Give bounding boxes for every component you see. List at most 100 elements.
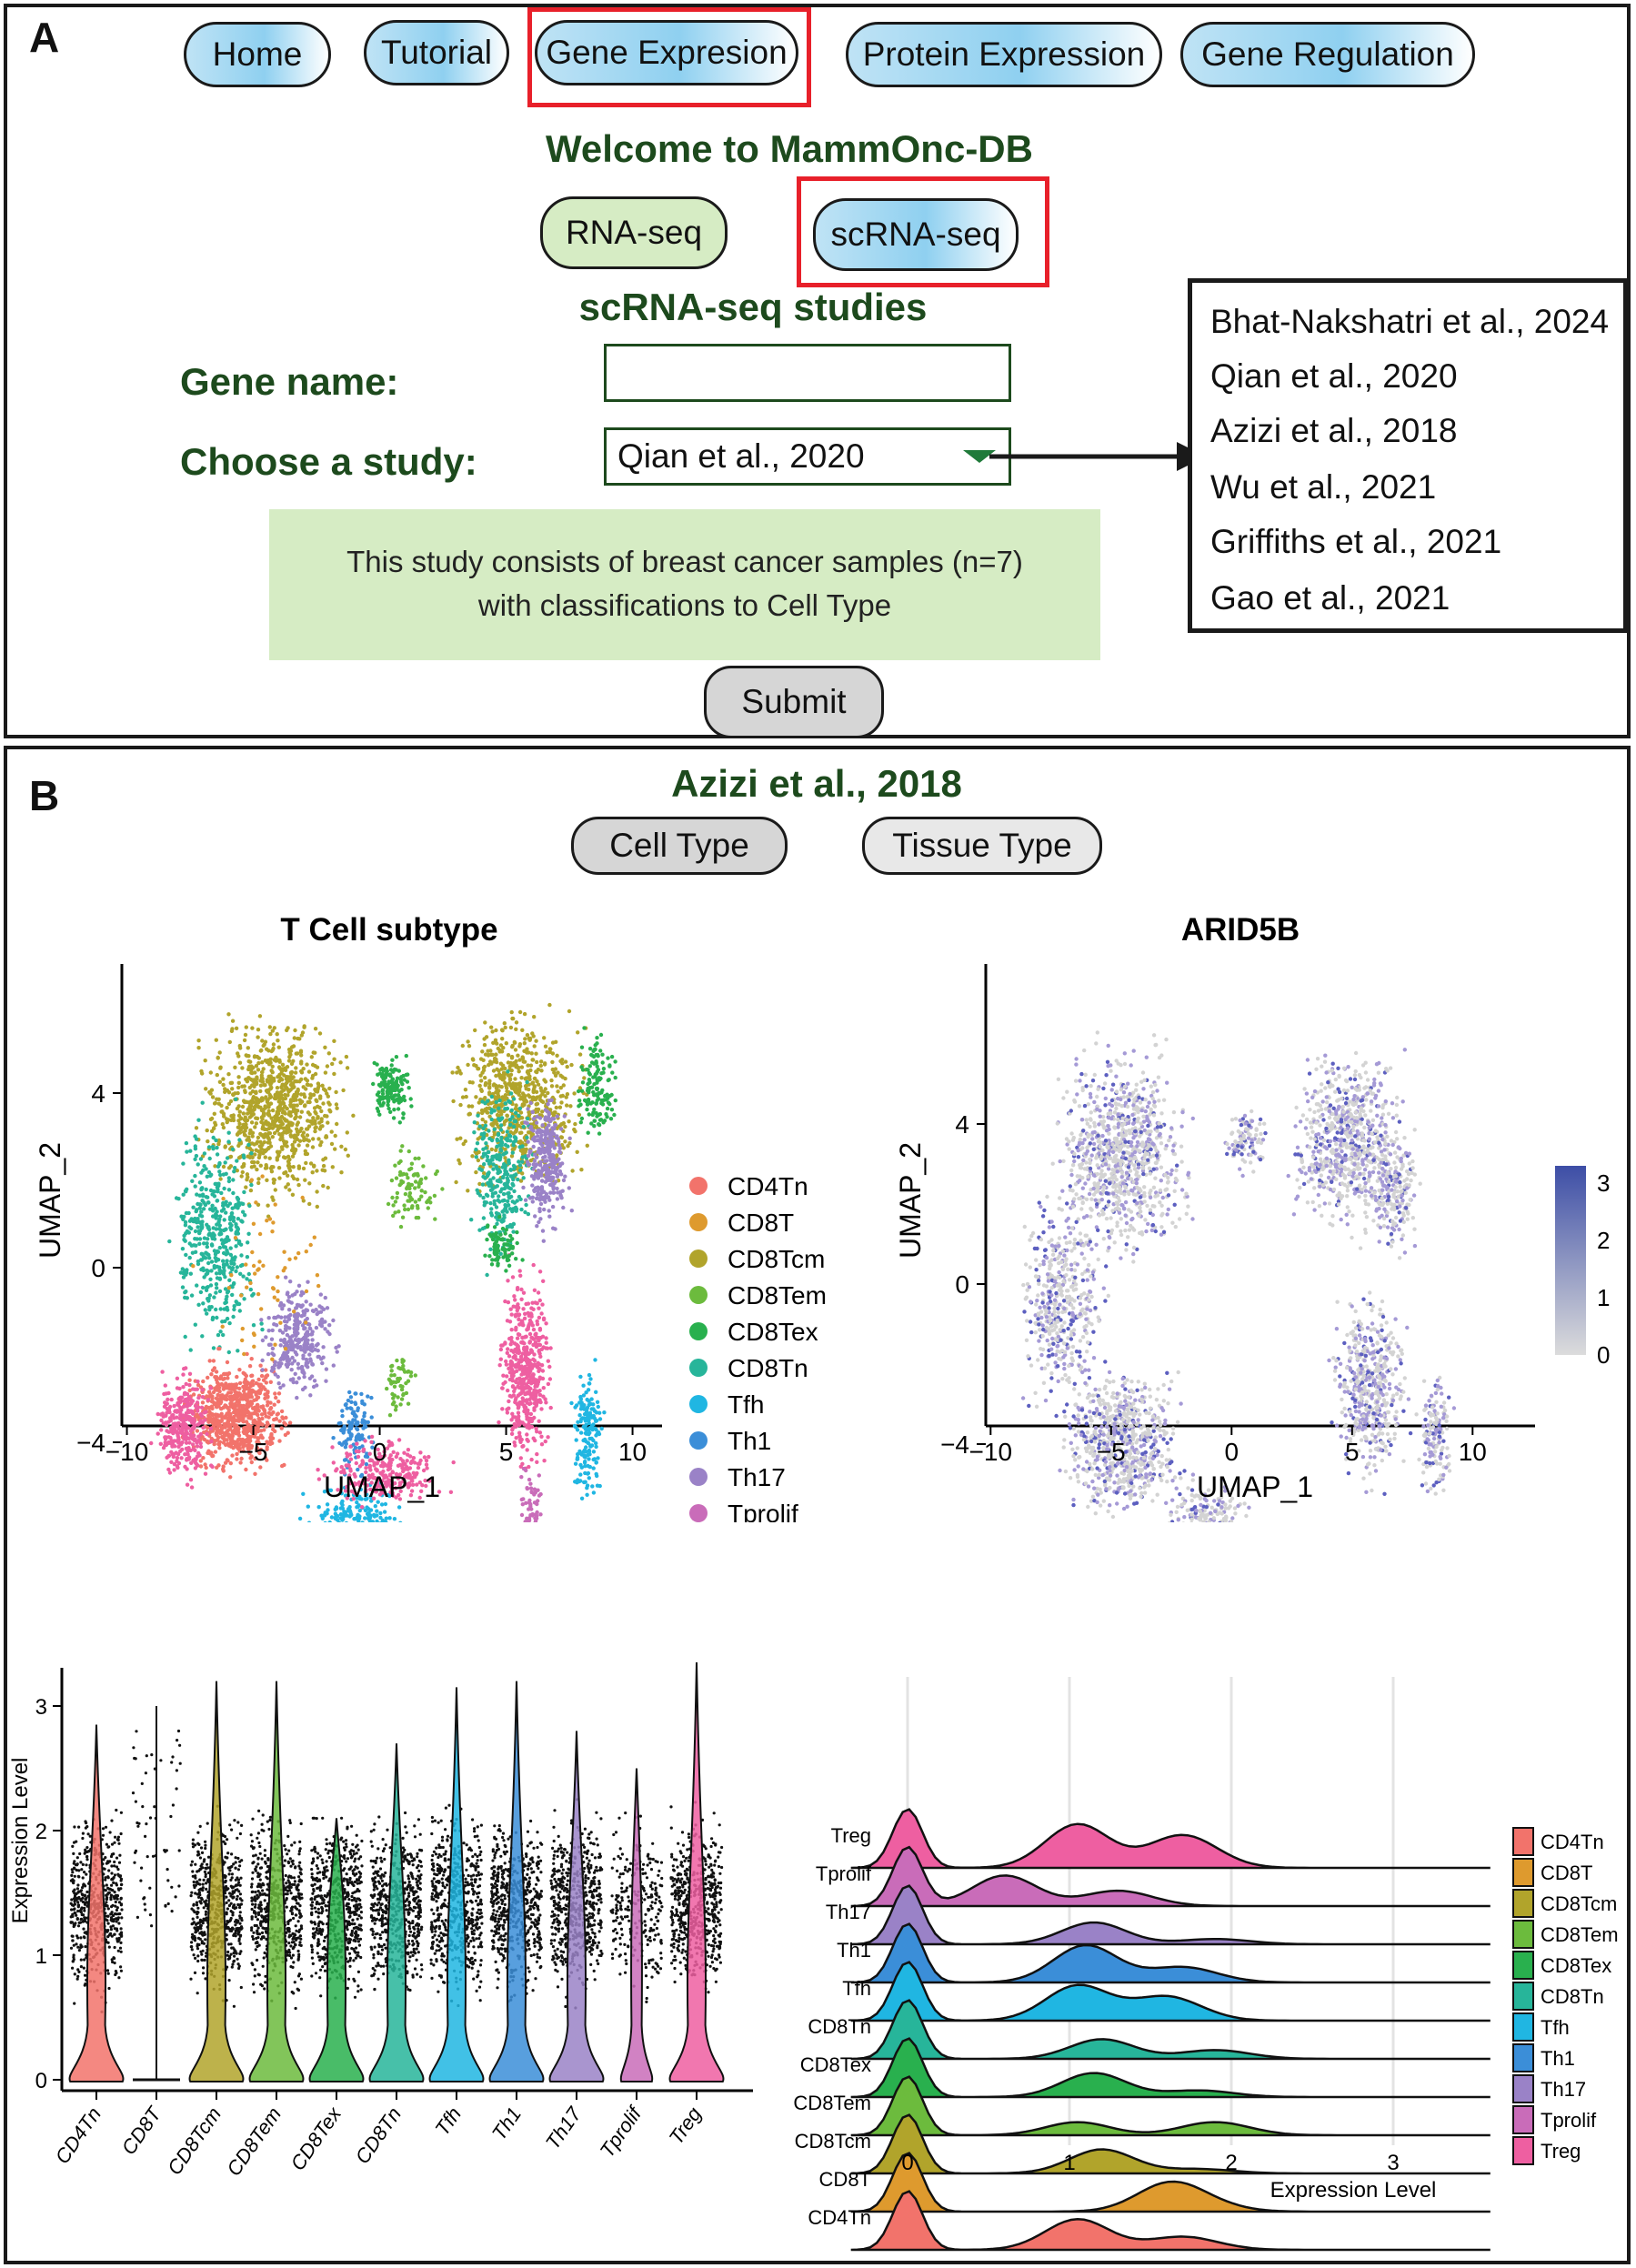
study-option[interactable]: Bhat-Nakshatri et al., 2024 <box>1210 303 1610 340</box>
study-option[interactable]: Griffiths et al., 2021 <box>1210 523 1502 560</box>
umap-point <box>417 1495 422 1500</box>
nav-tutorial-button[interactable]: Tutorial <box>364 20 509 85</box>
study-option[interactable]: Wu et al., 2021 <box>1210 468 1437 506</box>
umap-point <box>223 1238 228 1242</box>
umap-point <box>253 1456 257 1461</box>
umap-point <box>359 1391 364 1397</box>
umap-point <box>255 1445 259 1450</box>
umap-point <box>184 1381 188 1387</box>
umap-point <box>380 1518 386 1522</box>
umap-point <box>390 1490 395 1495</box>
umap-point <box>281 1383 286 1388</box>
umap-point <box>474 1095 478 1099</box>
umap-point <box>212 1441 216 1447</box>
umap-point <box>223 1145 227 1149</box>
umap-point <box>296 1361 300 1366</box>
umap-point <box>507 1133 512 1138</box>
umap-point <box>255 1075 259 1079</box>
umap-point <box>510 1411 515 1416</box>
gene-name-input[interactable] <box>604 344 1011 402</box>
umap-point <box>208 1283 214 1288</box>
umap-point <box>265 1122 270 1127</box>
umap-point <box>535 1101 540 1106</box>
umap-point <box>226 1139 231 1144</box>
umap-point <box>270 1351 275 1356</box>
umap-point <box>510 1175 515 1179</box>
umap-point <box>241 1209 246 1214</box>
umap-point <box>227 1039 232 1045</box>
umap-point <box>470 1057 476 1061</box>
umap-point <box>320 1124 325 1129</box>
umap-point <box>286 1314 292 1319</box>
umap-point <box>339 1500 344 1506</box>
umap-point <box>256 1177 261 1181</box>
umap-point <box>507 1196 512 1200</box>
umap-point <box>507 1399 511 1404</box>
umap-point <box>247 1450 252 1456</box>
nav-protein-expression-button[interactable]: Protein Expression <box>846 22 1162 87</box>
umap-point <box>236 1085 241 1090</box>
umap-point <box>256 1100 261 1105</box>
umap-point <box>487 1114 492 1119</box>
umap-point <box>233 1424 237 1429</box>
nav-gene-regulation-button[interactable]: Gene Regulation <box>1180 22 1475 87</box>
umap-point <box>291 1145 296 1150</box>
tab-cell-type[interactable]: Cell Type <box>571 817 788 875</box>
umap-point <box>204 1087 208 1091</box>
nav-gene-expression-button[interactable]: Gene Expresion <box>535 20 798 85</box>
umap-point <box>291 1377 296 1381</box>
umap-point <box>346 1398 351 1403</box>
umap-point <box>517 1269 522 1273</box>
umap-point <box>369 1395 374 1400</box>
nav-home-button[interactable]: Home <box>184 22 331 87</box>
umap-point <box>532 1406 537 1410</box>
umap-point <box>203 1308 207 1312</box>
tab-tissue-type[interactable]: Tissue Type <box>862 817 1102 875</box>
umap-point <box>323 1070 328 1075</box>
umap-point <box>287 1089 292 1093</box>
umap-point <box>533 1340 538 1345</box>
study-option[interactable]: Qian et al., 2020 <box>1210 357 1458 395</box>
study-option[interactable]: Gao et al., 2021 <box>1210 579 1450 617</box>
umap-point <box>316 1505 321 1510</box>
umap-point <box>248 1188 254 1193</box>
umap-point <box>480 1049 485 1054</box>
umap-point <box>216 1401 221 1407</box>
umap-point <box>505 1113 509 1119</box>
umap-point <box>397 1497 403 1501</box>
umap-point <box>246 1142 251 1148</box>
umap-point <box>223 1319 227 1324</box>
umap-point <box>508 1307 513 1311</box>
umap-point <box>464 1094 468 1099</box>
rna-seq-button[interactable]: RNA-seq <box>540 196 728 269</box>
umap-point <box>512 1189 517 1194</box>
study-select[interactable]: Qian et al., 2020 <box>604 427 1011 486</box>
umap-point <box>176 1420 181 1426</box>
umap-point <box>539 1434 544 1439</box>
umap-point <box>265 1447 269 1451</box>
umap-point <box>267 1087 273 1091</box>
umap-point <box>535 1381 539 1386</box>
umap-point <box>529 1349 535 1354</box>
umap-point <box>276 1039 280 1043</box>
umap-point <box>258 1089 263 1094</box>
umap-point <box>215 1199 219 1203</box>
umap-point <box>178 1442 184 1447</box>
umap-point <box>521 1443 526 1449</box>
umap-point <box>513 1298 517 1302</box>
umap-point <box>539 1099 544 1103</box>
umap-point <box>537 1298 542 1303</box>
scrna-seq-button[interactable]: scRNA-seq <box>813 198 1019 271</box>
umap-point <box>548 1346 553 1350</box>
umap-point <box>211 1359 216 1363</box>
umap-point <box>296 1366 301 1370</box>
umap-point <box>216 1346 221 1351</box>
umap-point <box>228 1383 234 1388</box>
umap-point <box>221 1259 226 1263</box>
study-option[interactable]: Azizi et al., 2018 <box>1210 412 1458 449</box>
umap-point <box>296 1166 302 1170</box>
umap-point <box>236 1414 240 1419</box>
umap-point <box>526 1211 531 1217</box>
submit-button[interactable]: Submit <box>704 666 884 738</box>
umap-point <box>266 1074 271 1079</box>
